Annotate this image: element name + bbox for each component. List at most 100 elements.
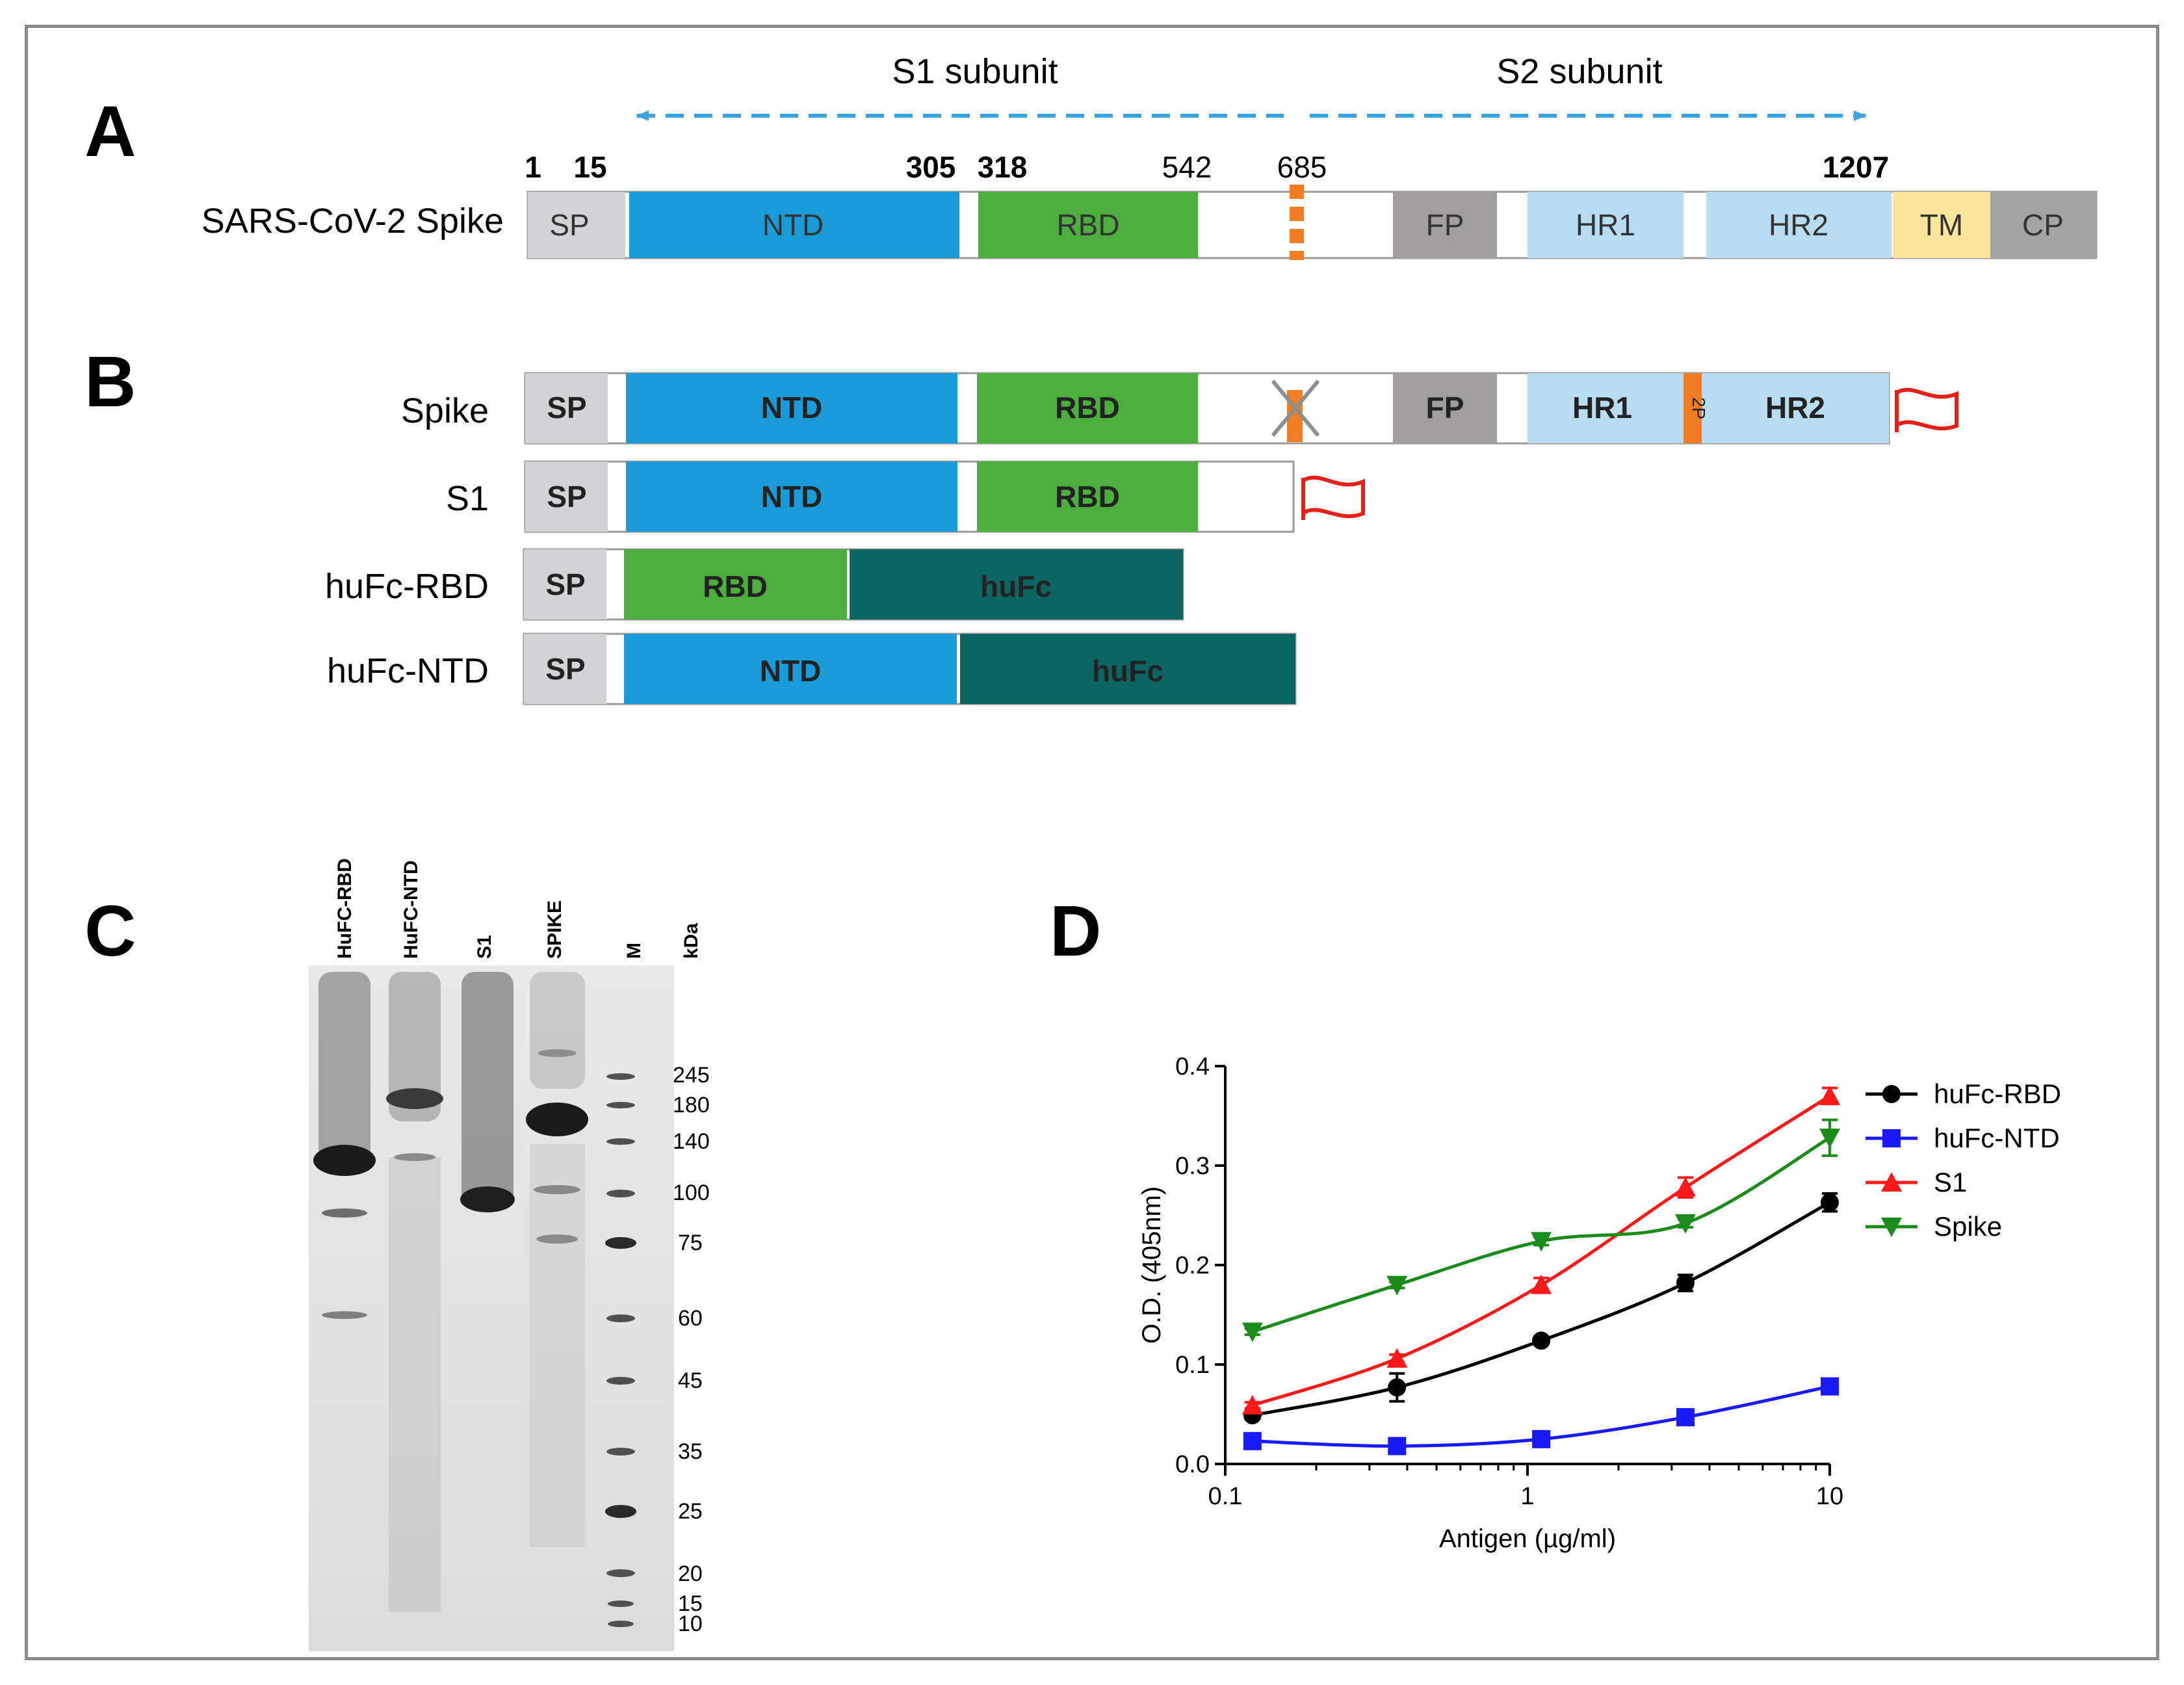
hufc-rbd-rbd-domain <box>624 549 847 620</box>
ntd-domain <box>629 192 959 258</box>
spike-hr2-label: HR2 <box>1765 391 1825 425</box>
construct-label-hufc-ntd: huFc-NTD <box>327 651 489 690</box>
ntd-label: NTD <box>762 208 824 242</box>
construct-label-hufc-rbd: huFc-RBD <box>325 567 489 606</box>
marker-100: 100 <box>673 1181 710 1205</box>
spike-rbd-domain <box>977 373 1198 443</box>
spike-2p-label: 2P <box>1689 397 1709 419</box>
hufc-rbd-fc-domain <box>850 549 1183 620</box>
data-point-spike <box>1674 1214 1696 1234</box>
y-tick-label: 0.4 <box>1175 1053 1210 1080</box>
spike-ntd-domain <box>626 373 957 443</box>
cleavage-site-4 <box>1290 251 1304 260</box>
spike-main-band <box>526 1103 588 1136</box>
data-point-spike <box>1386 1275 1408 1296</box>
marker-20: 20 <box>678 1561 703 1586</box>
residue-positions: 1 15 305 318 542 685 1207 <box>525 150 1889 184</box>
spike-sp-domain <box>525 373 608 443</box>
marker-180: 180 <box>673 1093 710 1117</box>
y-axis-label: O.D. (405nm) <box>1138 1186 1166 1344</box>
cleavage-site-3 <box>1290 229 1304 243</box>
data-point-hufc-ntd <box>1821 1377 1839 1396</box>
sp-label: SP <box>549 208 589 242</box>
hufc-rbd-minor-band-1 <box>322 1208 367 1218</box>
construct-hufc-rbd: huFc-RBD SP RBD huFc <box>325 548 1184 621</box>
tm-label: TM <box>1920 208 1963 242</box>
ladder-band-35 <box>606 1448 635 1456</box>
position-685: 685 <box>1277 150 1327 184</box>
data-point-hufc-rbd <box>1532 1331 1551 1350</box>
position-542: 542 <box>1162 150 1212 184</box>
y-tick-label: 0.2 <box>1175 1252 1210 1279</box>
x-tick-label: 1 <box>1520 1483 1534 1510</box>
legend-label-hufc-ntd: huFc-NTD <box>1934 1123 2060 1153</box>
data-point-hufc-rbd <box>1676 1274 1695 1292</box>
chart-series <box>1242 1085 1840 1456</box>
legend-marker-hufc-rbd <box>1882 1085 1901 1103</box>
panel-letter-c: C <box>84 891 136 971</box>
tm-domain <box>1893 192 1990 258</box>
marker-45: 45 <box>678 1368 703 1393</box>
spike-hr1-label: HR1 <box>1572 391 1632 425</box>
hufc-ntd-ntd-domain <box>624 634 957 704</box>
hufc-rbd-main-band <box>313 1145 376 1176</box>
data-point-s1 <box>1819 1085 1840 1105</box>
s1-rbd-label: RBD <box>1055 480 1120 514</box>
panel-letter-b: B <box>84 342 136 422</box>
s1-ntd-label: NTD <box>761 480 823 514</box>
hufc-rbd-fc-label: huFc <box>980 569 1052 603</box>
spike-rbd-label: RBD <box>1055 391 1120 425</box>
lane-label-s1: S1 <box>474 935 495 959</box>
legend-label-hufc-rbd: huFc-RBD <box>1934 1078 2061 1109</box>
lane2-streak <box>389 1157 441 1612</box>
ladder-band-25 <box>605 1505 636 1518</box>
spike-minor-band-1 <box>534 1185 580 1194</box>
series-hufc-ntd <box>1243 1377 1839 1456</box>
data-point-spike <box>1531 1232 1552 1252</box>
ladder-band-15 <box>608 1600 634 1607</box>
panel-letter-a: A <box>84 92 136 172</box>
lane1-smear <box>318 972 370 1167</box>
spike-sp-label: SP <box>547 391 586 425</box>
s1-subunit-label: S1 subunit <box>892 52 1058 91</box>
ladder-band-75 <box>605 1237 636 1249</box>
spike-2p-mutation <box>1684 373 1702 443</box>
lane2-smear <box>389 972 441 1121</box>
marker-25: 25 <box>678 1499 703 1524</box>
series-hufc-rbd <box>1243 1192 1839 1425</box>
hufc-ntd-main-band <box>386 1088 443 1109</box>
lane-label-marker: M <box>623 943 645 959</box>
spike-fp-domain <box>1393 373 1497 443</box>
data-point-s1 <box>1531 1274 1552 1294</box>
marker-15: 15 <box>678 1591 703 1616</box>
x-tick-label: 10 <box>1816 1483 1843 1510</box>
spike-full-label: SARS-CoV-2 Spike <box>202 202 504 241</box>
spike-ntd-label: NTD <box>761 391 823 425</box>
ladder-band-245 <box>606 1073 635 1080</box>
legend-label-s1: S1 <box>1934 1167 1967 1197</box>
hufc-ntd-minor-band <box>394 1153 436 1161</box>
gel-marker-labels: 245 180 140 100 75 60 45 35 25 20 15 10 <box>673 1063 710 1636</box>
position-305: 305 <box>906 150 956 184</box>
spike-hr2-domain <box>1702 373 1889 443</box>
legend-label-spike: Spike <box>1934 1211 2002 1242</box>
series-s1 <box>1242 1085 1840 1415</box>
ladder-band-100 <box>606 1190 635 1197</box>
rbd-label: RBD <box>1056 208 1119 242</box>
legend-marker-s1 <box>1881 1172 1902 1192</box>
hufc-rbd-rbd-label: RBD <box>703 569 768 603</box>
position-15: 15 <box>573 150 606 184</box>
ladder-band-60 <box>606 1314 635 1322</box>
y-ticks: 0.0 0.1 0.2 0.3 0.4 <box>1175 1053 1225 1478</box>
hufc-rbd-minor-band-2 <box>322 1311 367 1319</box>
marker-10: 10 <box>678 1612 703 1636</box>
spike-fp-label: FP <box>1426 391 1464 425</box>
hufc-ntd-fc-label: huFc <box>1092 654 1164 688</box>
data-point-hufc-ntd <box>1388 1437 1407 1456</box>
data-point-hufc-ntd <box>1676 1408 1695 1427</box>
ladder-band-140 <box>606 1138 635 1145</box>
mutated-cleavage-x-2 <box>1271 380 1320 437</box>
x-tick-label: 0.1 <box>1208 1483 1243 1510</box>
marker-60: 60 <box>678 1306 703 1331</box>
spike-hr1-domain <box>1528 373 1684 443</box>
